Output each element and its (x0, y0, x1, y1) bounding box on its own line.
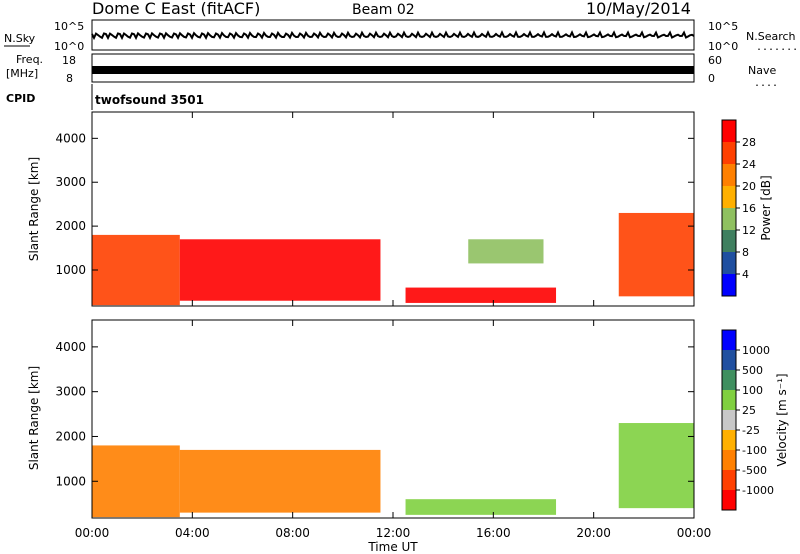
nsky-tick-top: 10^5 (54, 20, 84, 33)
colorbar-swatch (722, 230, 736, 252)
freq-tick-top: 18 (62, 54, 76, 67)
colorbar-tick-label: 16 (742, 202, 756, 215)
colorbar-swatch (722, 350, 736, 370)
cpid-label: CPID (6, 92, 35, 105)
nsky-trace (91, 30, 695, 41)
colorbar-swatch (722, 330, 736, 350)
y-tick-label: 1000 (55, 263, 86, 277)
colorbar-tick-label: 25 (742, 404, 756, 417)
nsky-line (91, 30, 695, 41)
colorbar-tick-label: -100 (742, 444, 767, 457)
nave-dots: .... (754, 78, 778, 89)
x-axis-title: Time UT (367, 540, 418, 554)
colorbar-tick-label: -1000 (742, 484, 774, 497)
velocity-echoes (92, 423, 694, 518)
colorbar-swatch (722, 430, 736, 450)
echo-region-3 (468, 239, 544, 264)
nave-tick-bottom: 0 (708, 72, 715, 85)
station-title: Dome C East (fitACF) (92, 0, 260, 18)
colorbar-swatch (722, 142, 736, 164)
colorbar-swatch (722, 120, 736, 142)
power-echoes (92, 212, 694, 306)
colorbar-swatch (722, 164, 736, 186)
velocity-colorbar: 1000 500 100 25 -25 -100 -500 -1000 (722, 330, 774, 510)
y-tick-label: 2000 (55, 429, 86, 443)
colorbar-swatch (722, 274, 736, 296)
colorbar-swatch (722, 450, 736, 470)
colorbar-swatch (722, 252, 736, 274)
nsearch-tick-bottom: 10^0 (708, 40, 738, 53)
colorbar-swatch (722, 490, 736, 510)
y-tick-label: 1000 (55, 474, 86, 488)
nsearch-label: N.Search (746, 30, 796, 43)
colorbar-swatch (722, 390, 736, 410)
velocity-y-axis-title: Slant Range [km] (27, 366, 41, 470)
x-tick-label: 12:00 (376, 526, 411, 540)
colorbar-tick-label: 1000 (742, 344, 770, 357)
colorbar-tick-label: 20 (742, 180, 756, 193)
power-y-ticks: 1000 2000 3000 4000 (55, 131, 694, 277)
beam-label: Beam 02 (352, 2, 415, 18)
x-tick-label: 08:00 (275, 526, 310, 540)
colorbar-swatch (722, 410, 736, 430)
nsearch-dots: ........ (756, 42, 800, 53)
y-tick-label: 2000 (55, 219, 86, 233)
echo-region-0 (92, 445, 180, 518)
velocity-colorbar-frame (721, 329, 737, 511)
echo-region-0 (92, 234, 180, 306)
x-tick-label: 00:00 (75, 526, 110, 540)
colorbar-tick-label: 28 (742, 136, 756, 149)
freq-tick-bottom: 8 (66, 72, 73, 85)
colorbar-swatch (722, 370, 736, 390)
power-colorbar-title: Power [dB] (759, 175, 773, 240)
y-tick-label: 4000 (55, 131, 86, 145)
colorbar-tick-label: 4 (742, 268, 749, 281)
freq-label: Freq. (16, 53, 43, 66)
cpid-program: twofsound 3501 (95, 93, 204, 107)
power-y-axis-title: Slant Range [km] (27, 157, 41, 261)
y-tick-label: 4000 (55, 340, 86, 354)
y-tick-label: 3000 (55, 175, 86, 189)
freq-unit-label: [MHz] (6, 67, 38, 80)
colorbar-tick-label: 12 (742, 224, 756, 237)
x-tick-label: 00:00 (677, 526, 712, 540)
x-axis-ticks: 00:00 04:00 08:00 12:00 16:00 20:00 00:00 (75, 112, 712, 540)
colorbar-tick-label: 100 (742, 384, 763, 397)
colorbar-swatch (722, 186, 736, 208)
nsky-label: N.Sky (4, 32, 36, 45)
colorbar-tick-label: -500 (742, 464, 767, 477)
echo-region-3 (618, 423, 694, 509)
x-tick-label: 16:00 (476, 526, 511, 540)
velocity-colorbar-title: Velocity [m s⁻¹] (775, 373, 789, 466)
colorbar-swatch (722, 208, 736, 230)
freq-trace (92, 66, 694, 74)
nsky-tick-bottom: 10^0 (54, 40, 84, 53)
colorbar-tick-label: 8 (742, 246, 749, 259)
nave-tick-top: 60 (708, 54, 722, 67)
echo-region-1 (179, 449, 381, 513)
colorbar-swatch (722, 470, 736, 490)
colorbar-tick-label: 24 (742, 158, 756, 171)
y-tick-label: 3000 (55, 385, 86, 399)
colorbar-tick-label: -25 (742, 424, 760, 437)
power-colorbar: 4 8 12 16 20 24 28 (722, 120, 756, 296)
x-tick-label: 20:00 (576, 526, 611, 540)
nave-label: Nave (748, 64, 776, 77)
date-label: 10/May/2014 (586, 0, 691, 18)
power-colorbar-frame (721, 119, 737, 297)
echo-region-2 (405, 287, 557, 303)
x-tick-label: 04:00 (175, 526, 210, 540)
echo-region-1 (179, 239, 381, 301)
nsearch-tick-top: 10^5 (708, 20, 738, 33)
echo-region-2 (405, 499, 557, 515)
echo-region-4 (618, 212, 694, 297)
velocity-y-ticks: 1000 2000 3000 4000 (55, 340, 694, 488)
colorbar-tick-label: 500 (742, 364, 763, 377)
